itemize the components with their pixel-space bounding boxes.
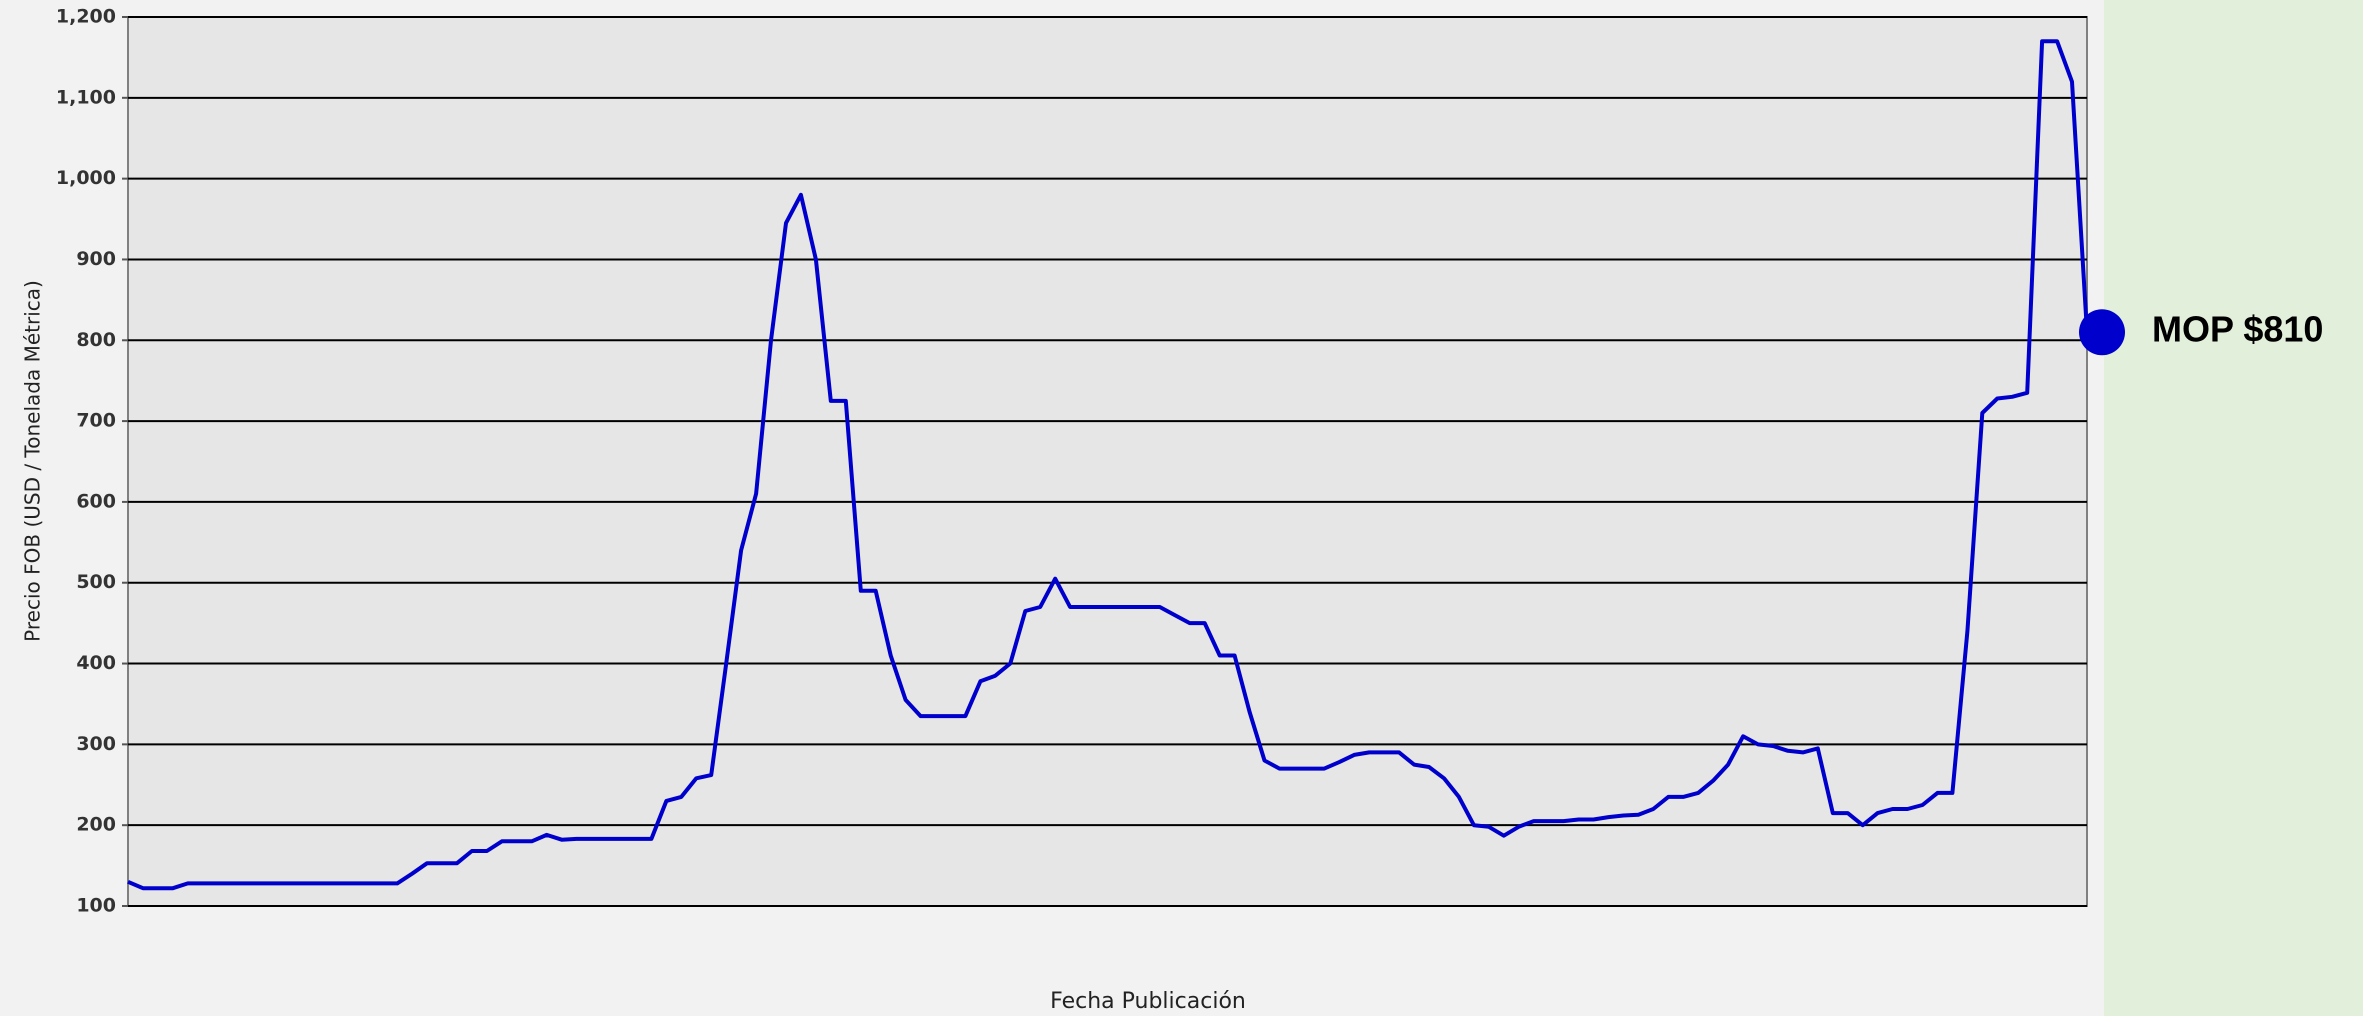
y-tick-label: 900: [76, 248, 116, 270]
y-tick-label: 100: [76, 895, 116, 917]
side-panel: [2104, 0, 2363, 1016]
y-tick-label: 1,000: [56, 167, 116, 189]
x-axis-label: Fecha Publicación: [1050, 989, 1246, 1014]
y-tick-label: 700: [76, 410, 116, 432]
y-tick-label: 600: [76, 490, 116, 512]
annotation: MOP $810: [2152, 309, 2323, 350]
y-tick-label: 800: [76, 329, 116, 351]
y-tick-label: 400: [76, 652, 116, 674]
y-tick-label: 200: [76, 814, 116, 836]
y-tick-label: 1,200: [56, 6, 116, 28]
plot-area: [127, 16, 2088, 907]
y-tick-label: 500: [76, 571, 116, 593]
price-line: [127, 39, 2089, 891]
y-axis-label: Precio FOB (USD / Tonelada Métrica): [21, 280, 45, 642]
y-tick-label: 300: [76, 733, 116, 755]
last-point-marker: [2079, 309, 2125, 356]
y-tick-label: 1,100: [56, 86, 116, 108]
